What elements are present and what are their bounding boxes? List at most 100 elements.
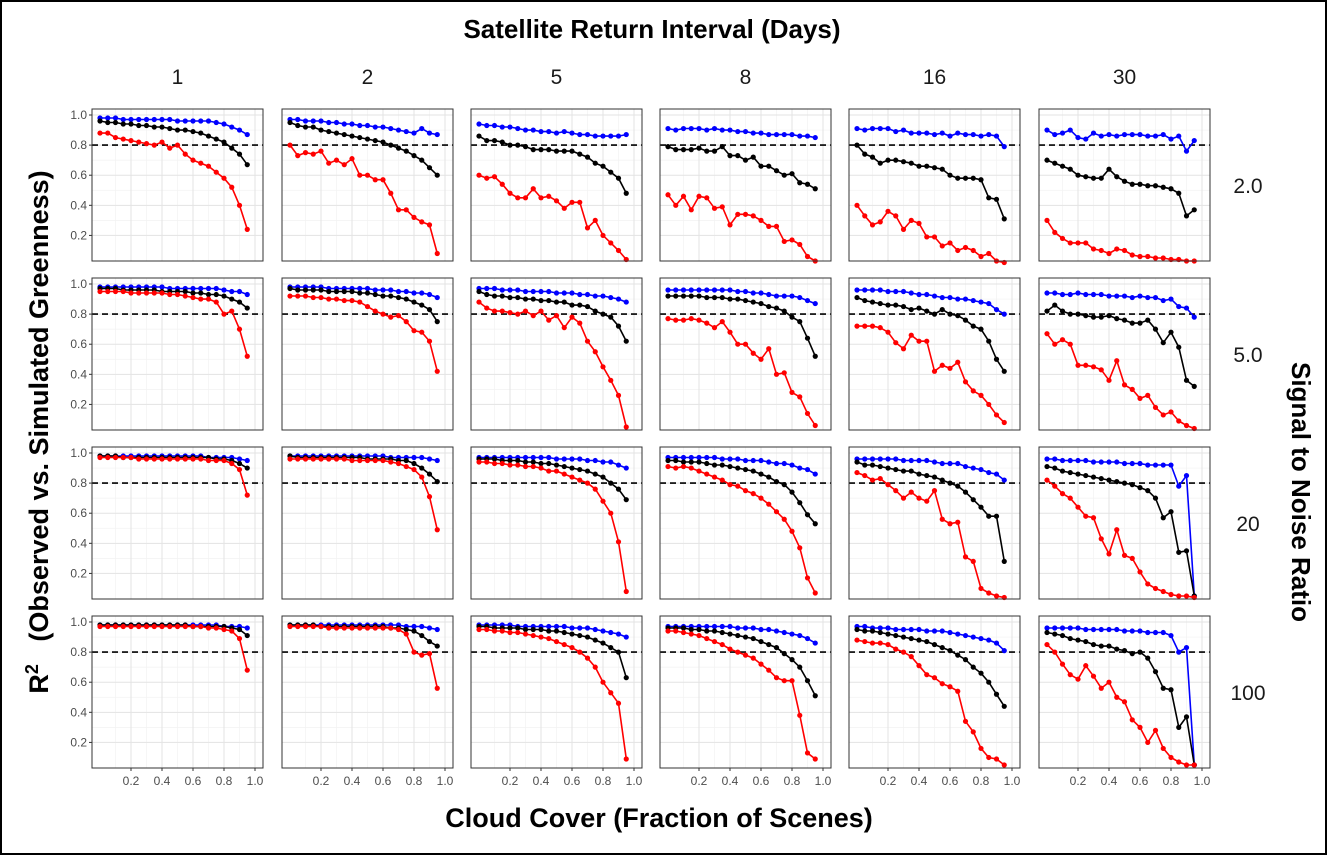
- data-point-blue: [1183, 148, 1190, 154]
- data-point-red: [499, 628, 505, 634]
- data-point-black: [592, 160, 598, 166]
- data-point-blue: [553, 130, 560, 136]
- data-point-blue: [939, 628, 945, 634]
- data-point-red: [476, 299, 482, 305]
- data-point-red: [600, 232, 606, 239]
- data-point-black: [978, 177, 984, 183]
- data-point-blue: [862, 127, 868, 133]
- data-point-blue: [885, 456, 891, 462]
- data-point-blue: [962, 296, 969, 302]
- data-point-black: [680, 625, 687, 631]
- data-point-red: [380, 625, 386, 631]
- data-point-black: [205, 133, 212, 139]
- data-point-red: [758, 217, 764, 223]
- data-point-black: [696, 145, 702, 151]
- data-point-red: [287, 456, 293, 462]
- data-point-blue: [750, 290, 756, 296]
- column-strip-label: 2: [362, 66, 374, 89]
- data-point-red: [862, 638, 868, 645]
- data-point-black: [326, 288, 332, 295]
- y-tick-label: 0.6: [70, 506, 87, 520]
- data-point-red: [97, 623, 103, 630]
- data-point-black: [986, 679, 992, 685]
- data-point-blue: [1001, 477, 1007, 483]
- data-point-red: [1090, 515, 1097, 521]
- data-point-blue: [411, 623, 417, 630]
- data-point-blue: [608, 294, 614, 301]
- data-point-black: [727, 296, 733, 302]
- data-point-red: [1001, 419, 1007, 426]
- data-point-blue: [773, 131, 780, 138]
- data-point-blue: [978, 299, 984, 305]
- data-point-red: [403, 631, 409, 637]
- data-point-black: [742, 466, 749, 473]
- data-point-black: [978, 670, 984, 676]
- data-point-blue: [711, 287, 718, 293]
- data-point-red: [680, 317, 687, 323]
- data-point-black: [1083, 313, 1089, 319]
- data-point-blue: [538, 288, 544, 295]
- data-point-red: [1176, 759, 1182, 765]
- data-point-blue: [1098, 459, 1104, 465]
- data-point-black: [947, 172, 953, 178]
- data-point-red: [962, 244, 969, 251]
- data-point-blue: [608, 629, 614, 636]
- panel-border: [659, 108, 832, 262]
- data-point-blue: [310, 118, 316, 124]
- data-point-blue: [1001, 311, 1007, 317]
- data-point-black: [546, 297, 552, 304]
- data-point-black: [877, 629, 883, 636]
- data-point-red: [198, 296, 204, 302]
- data-point-black: [411, 628, 417, 634]
- data-point-blue: [159, 284, 165, 290]
- data-point-blue: [750, 457, 756, 464]
- panel-border: [281, 277, 454, 431]
- data-point-blue: [978, 133, 984, 139]
- column-strip-label: 8: [740, 66, 752, 89]
- data-point-blue: [623, 634, 629, 640]
- data-point-black: [1168, 509, 1174, 515]
- data-point-blue: [885, 125, 891, 132]
- data-point-red: [302, 150, 309, 156]
- data-point-blue: [1083, 457, 1089, 464]
- data-point-red: [244, 226, 250, 232]
- data-point-blue: [696, 287, 702, 293]
- data-point-red: [388, 459, 394, 465]
- data-point-blue: [680, 287, 687, 293]
- y-tick-label: 0.6: [70, 675, 87, 689]
- data-point-black: [955, 313, 961, 319]
- data-point-blue: [561, 456, 567, 462]
- data-point-red: [970, 388, 976, 394]
- data-point-red: [608, 377, 614, 383]
- data-point-blue: [742, 128, 749, 135]
- data-point-blue: [939, 130, 945, 136]
- data-point-blue: [1052, 131, 1058, 138]
- data-point-red: [326, 625, 332, 631]
- data-point-red: [986, 590, 992, 596]
- data-point-blue: [357, 122, 363, 129]
- data-point-black: [333, 130, 340, 136]
- data-point-blue: [388, 125, 394, 132]
- data-point-red: [434, 527, 440, 533]
- data-point-red: [318, 623, 324, 630]
- data-point-black: [388, 142, 394, 148]
- data-point-red: [1090, 673, 1097, 679]
- data-point-blue: [812, 471, 818, 477]
- y-tick-label: 1.0: [70, 446, 87, 460]
- data-point-blue: [1106, 626, 1112, 633]
- data-point-blue: [970, 131, 976, 138]
- data-point-red: [388, 190, 394, 196]
- data-point-red: [491, 460, 498, 467]
- data-point-black: [1052, 160, 1058, 166]
- data-point-red: [372, 457, 378, 464]
- data-point-black: [781, 651, 787, 657]
- data-point-blue: [719, 287, 725, 293]
- x-tick-label: 0.8: [1163, 774, 1180, 788]
- data-point-blue: [546, 623, 552, 630]
- data-point-black: [515, 457, 521, 464]
- data-point-red: [244, 492, 250, 498]
- y-tick-label: 0.2: [70, 735, 87, 749]
- data-point-blue: [1137, 293, 1143, 299]
- data-point-red: [522, 631, 529, 637]
- data-point-red: [766, 223, 772, 229]
